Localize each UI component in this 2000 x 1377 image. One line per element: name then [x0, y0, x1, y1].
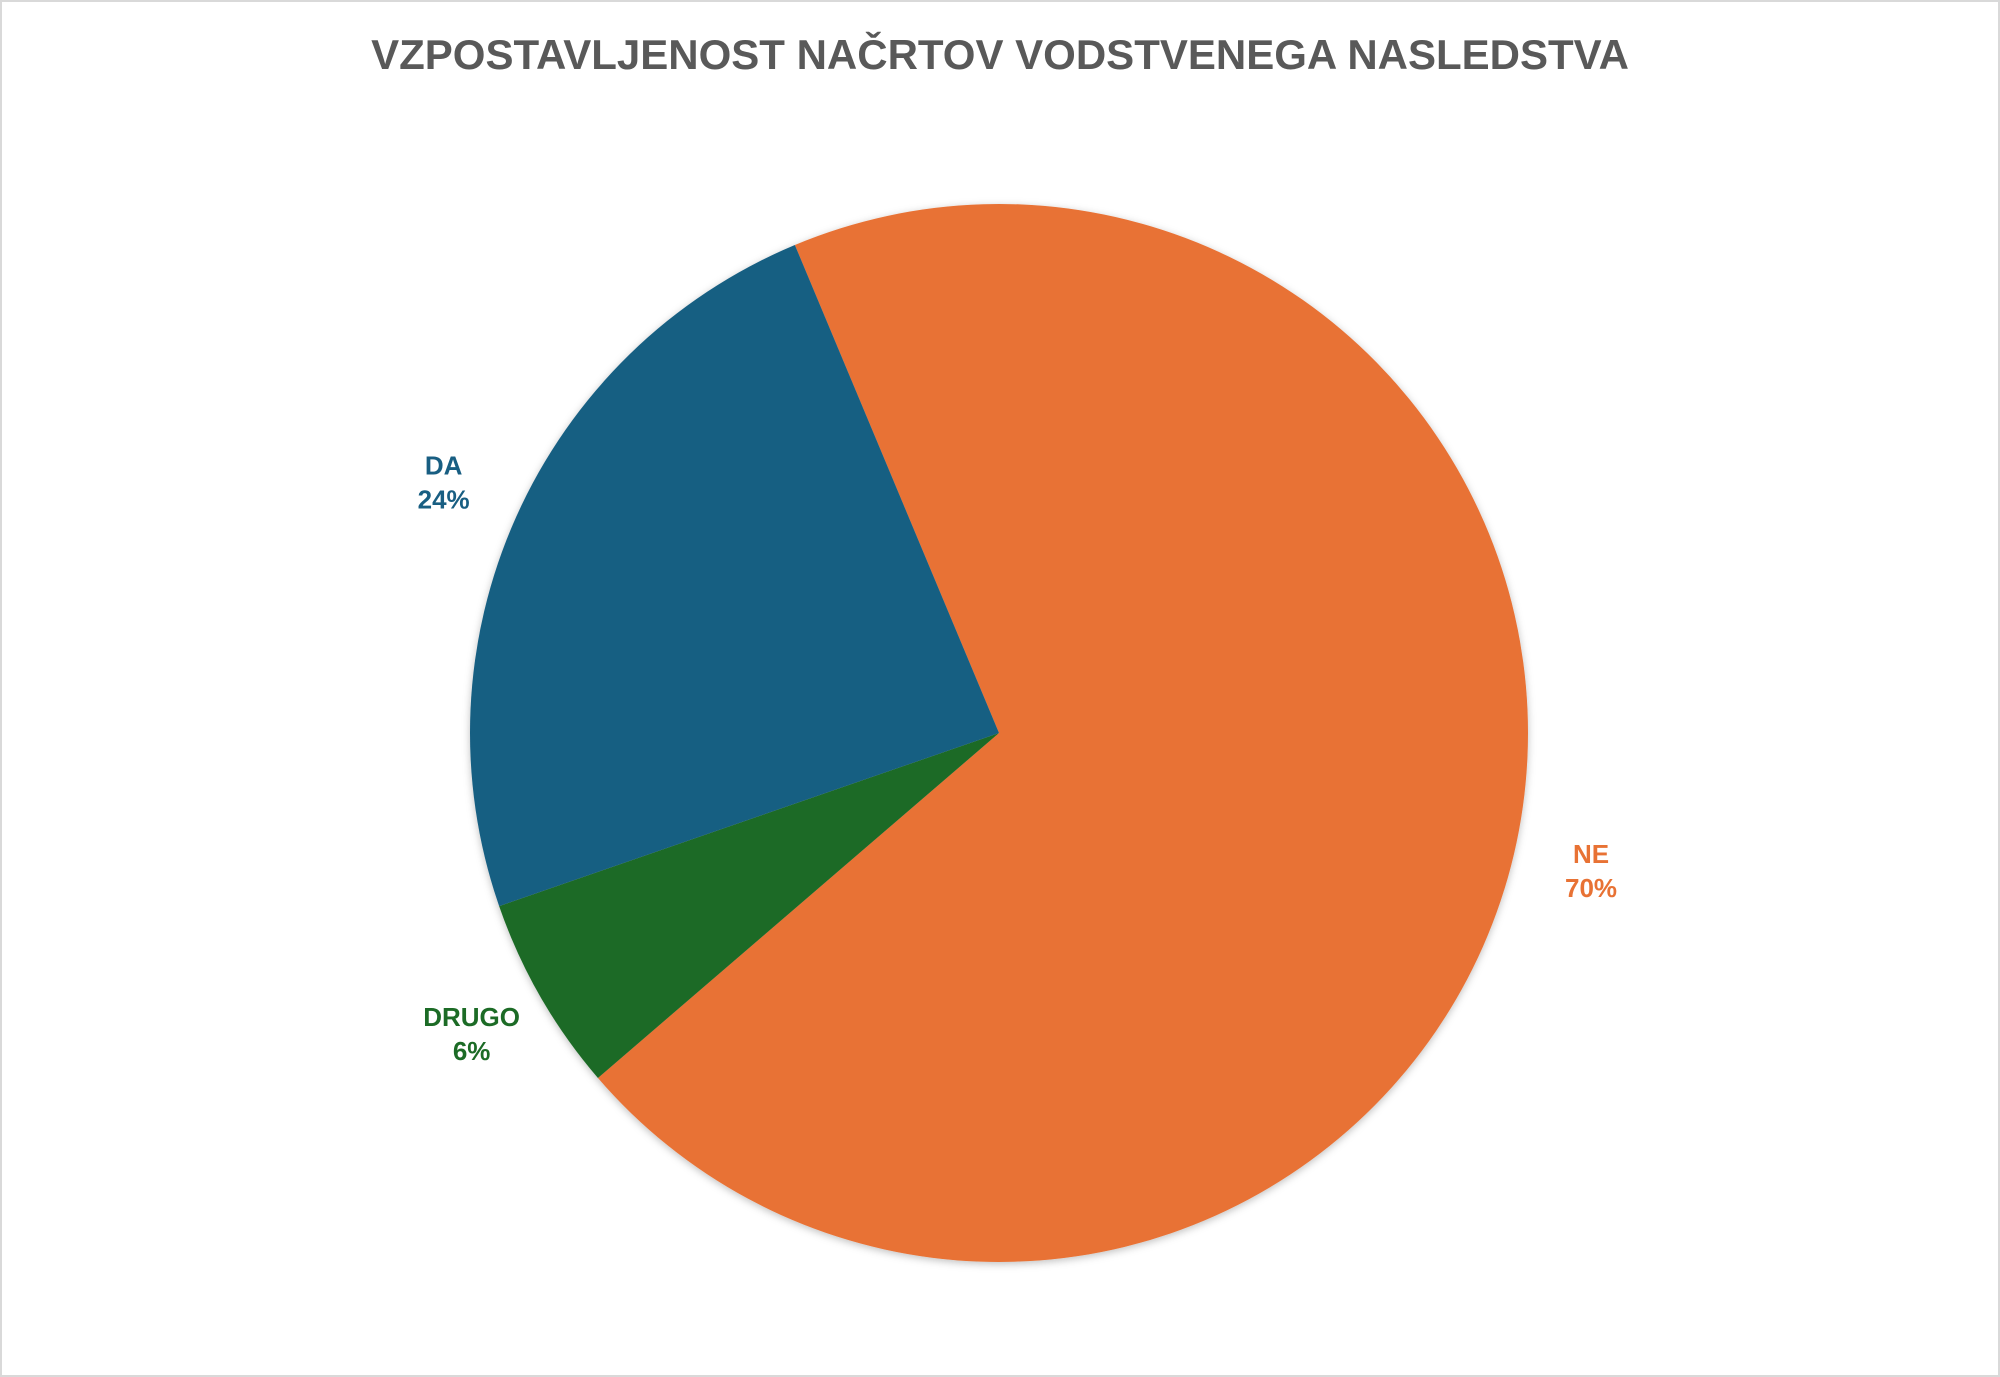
pie-slice	[597, 204, 1528, 1263]
slice-category-label: DA	[425, 450, 463, 480]
slice-value-label: 70%	[1565, 873, 1617, 903]
pie-slice	[499, 733, 999, 1078]
slice-value-label: 24%	[418, 484, 470, 514]
slice-value-label: 6%	[453, 1036, 491, 1066]
pie-slice	[469, 244, 999, 907]
slice-category-label: DRUGO	[423, 1002, 520, 1032]
slice-category-label: NE	[1573, 839, 1609, 869]
chart-title: VZPOSTAVLJENOST NAČRTOV VODSTVENEGA NASL…	[371, 30, 1629, 78]
pie	[469, 204, 1528, 1263]
